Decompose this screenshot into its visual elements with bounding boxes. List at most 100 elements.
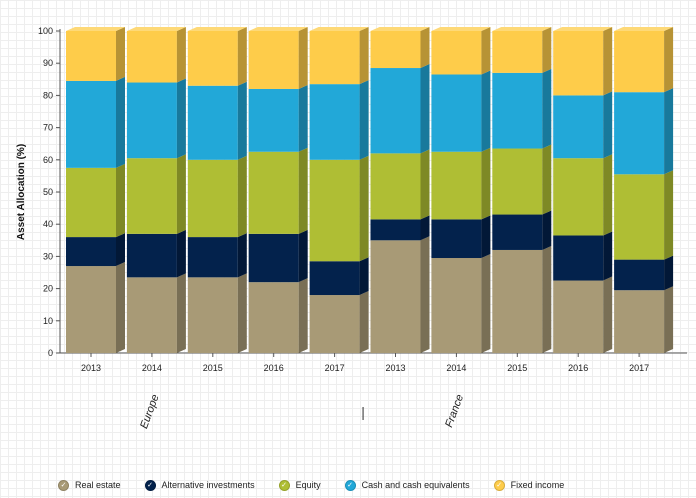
group-label-france: France (443, 393, 466, 429)
y-tick-label: 50 (43, 187, 53, 197)
legend-item-real-estate[interactable]: ✓ Real estate (58, 479, 121, 491)
bar-fixed-income (309, 31, 360, 85)
bar-real-estate (614, 290, 665, 353)
bar-side-real-estate (359, 291, 369, 353)
bar-side-alternative-investments (481, 215, 491, 259)
bar-real-estate (126, 277, 177, 353)
chart-bars (66, 27, 674, 353)
y-tick-label: 80 (43, 90, 53, 100)
bar-cash-and-cash-equivalents (553, 95, 604, 159)
bar-alternative-investments (614, 259, 665, 291)
bar-side-cash-and-cash-equivalents (481, 70, 491, 152)
y-tick-label: 10 (43, 316, 53, 326)
bar-side-fixed-income (116, 27, 125, 81)
legend-item-equity[interactable]: ✓ Equity (278, 479, 321, 491)
x-tick-label: 2014 (142, 363, 162, 373)
bar-side-real-estate (664, 286, 674, 353)
x-tick-label: 2016 (568, 363, 588, 373)
bar-side-fixed-income (664, 27, 674, 93)
bar-fixed-income (66, 31, 116, 81)
bar-equity (492, 148, 543, 215)
bar-alternative-investments (553, 235, 604, 281)
legend-label: Alternative investments (161, 480, 255, 490)
x-tick-label: 2013 (385, 363, 405, 373)
y-tick-label: 0 (48, 348, 53, 358)
legend-label: Equity (295, 480, 321, 490)
bar-real-estate (66, 266, 116, 353)
y-tick-label: 90 (43, 58, 53, 68)
legend-check-icon: ✓ (493, 479, 505, 491)
bar-side-equity (420, 149, 430, 220)
legend-item-fixed-income[interactable]: ✓ Fixed income (493, 479, 564, 491)
bar-side-fixed-income (176, 27, 186, 83)
bar-cash-and-cash-equivalents (309, 84, 360, 160)
legend-item-alternative-investments[interactable]: ✓ Alternative investments (144, 479, 255, 491)
bar-side-alternative-investments (542, 210, 552, 250)
bar-side-equity (116, 163, 125, 238)
bar-side-cash-and-cash-equivalents (298, 84, 308, 152)
bar-alternative-investments (66, 237, 116, 267)
legend-check-icon: ✓ (58, 479, 69, 491)
bar-side-cash-and-cash-equivalents (116, 76, 125, 168)
y-axis-title: Asset Allocation (%) (16, 144, 27, 240)
bar-side-fixed-income (359, 27, 369, 85)
bar-side-fixed-income (237, 27, 247, 86)
x-tick-label: 2015 (203, 363, 223, 373)
bar-side-equity (359, 155, 369, 262)
bar-real-estate (431, 258, 482, 353)
y-tick-label: 70 (43, 123, 53, 133)
x-tick-label: 2013 (81, 363, 101, 373)
y-tick-label: 40 (43, 219, 53, 229)
bar-cash-and-cash-equivalents (370, 68, 421, 154)
bar-top-fixed-income (431, 27, 491, 31)
bar-top-fixed-income (492, 27, 552, 31)
bar-side-cash-and-cash-equivalents (542, 68, 552, 149)
bar-cash-and-cash-equivalents (248, 88, 299, 152)
x-tick-label: 2014 (446, 363, 466, 373)
legend-item-cash-and-cash-equivalents[interactable]: ✓ Cash and cash equivalents (344, 479, 470, 491)
bar-fixed-income (614, 31, 665, 93)
y-tick-label: 60 (43, 155, 53, 165)
legend-check-icon: ✓ (344, 479, 356, 491)
bar-side-alternative-investments (603, 231, 613, 281)
bar-side-alternative-investments (237, 233, 247, 278)
bar-side-cash-and-cash-equivalents (359, 80, 369, 160)
bar-top-fixed-income (126, 27, 186, 31)
chart-legend: ✓ Real estate ✓ Alternative investments ✓ Equ… (58, 476, 678, 494)
x-tick-label: 2016 (264, 363, 284, 373)
bar-equity (187, 159, 238, 238)
bar-real-estate (492, 249, 543, 353)
bar-top-fixed-income (187, 27, 247, 31)
bar-equity (431, 151, 482, 220)
bar-side-cash-and-cash-equivalents (176, 78, 186, 159)
bar-side-real-estate (298, 278, 308, 353)
bar-equity (553, 158, 604, 236)
bar-side-cash-and-cash-equivalents (237, 81, 247, 160)
bar-top-fixed-income (553, 27, 613, 31)
group-label-europe: Europe (138, 393, 161, 430)
bar-cash-and-cash-equivalents (126, 82, 177, 159)
bar-side-alternative-investments (359, 257, 369, 296)
bar-fixed-income (126, 31, 177, 83)
bar-side-alternative-investments (664, 255, 674, 291)
bar-alternative-investments (309, 261, 360, 296)
bar-side-real-estate (603, 276, 613, 353)
bar-side-fixed-income (298, 27, 308, 89)
legend-label: Real estate (75, 480, 121, 490)
bar-side-equity (481, 147, 491, 220)
bar-real-estate (248, 282, 299, 353)
bar-side-fixed-income (542, 27, 552, 73)
legend-label: Cash and cash equivalents (361, 480, 470, 490)
bar-side-cash-and-cash-equivalents (603, 91, 613, 159)
bar-side-fixed-income (481, 27, 491, 75)
bar-side-alternative-investments (176, 229, 186, 278)
bar-top-fixed-income (248, 27, 308, 31)
bar-side-real-estate (176, 273, 186, 353)
bar-side-real-estate (542, 245, 552, 353)
bar-real-estate (370, 240, 421, 353)
bar-side-alternative-investments (116, 233, 125, 267)
bar-side-equity (603, 154, 613, 236)
y-tick-label: 30 (43, 251, 53, 261)
bar-equity (66, 167, 116, 238)
bar-real-estate (187, 277, 238, 353)
